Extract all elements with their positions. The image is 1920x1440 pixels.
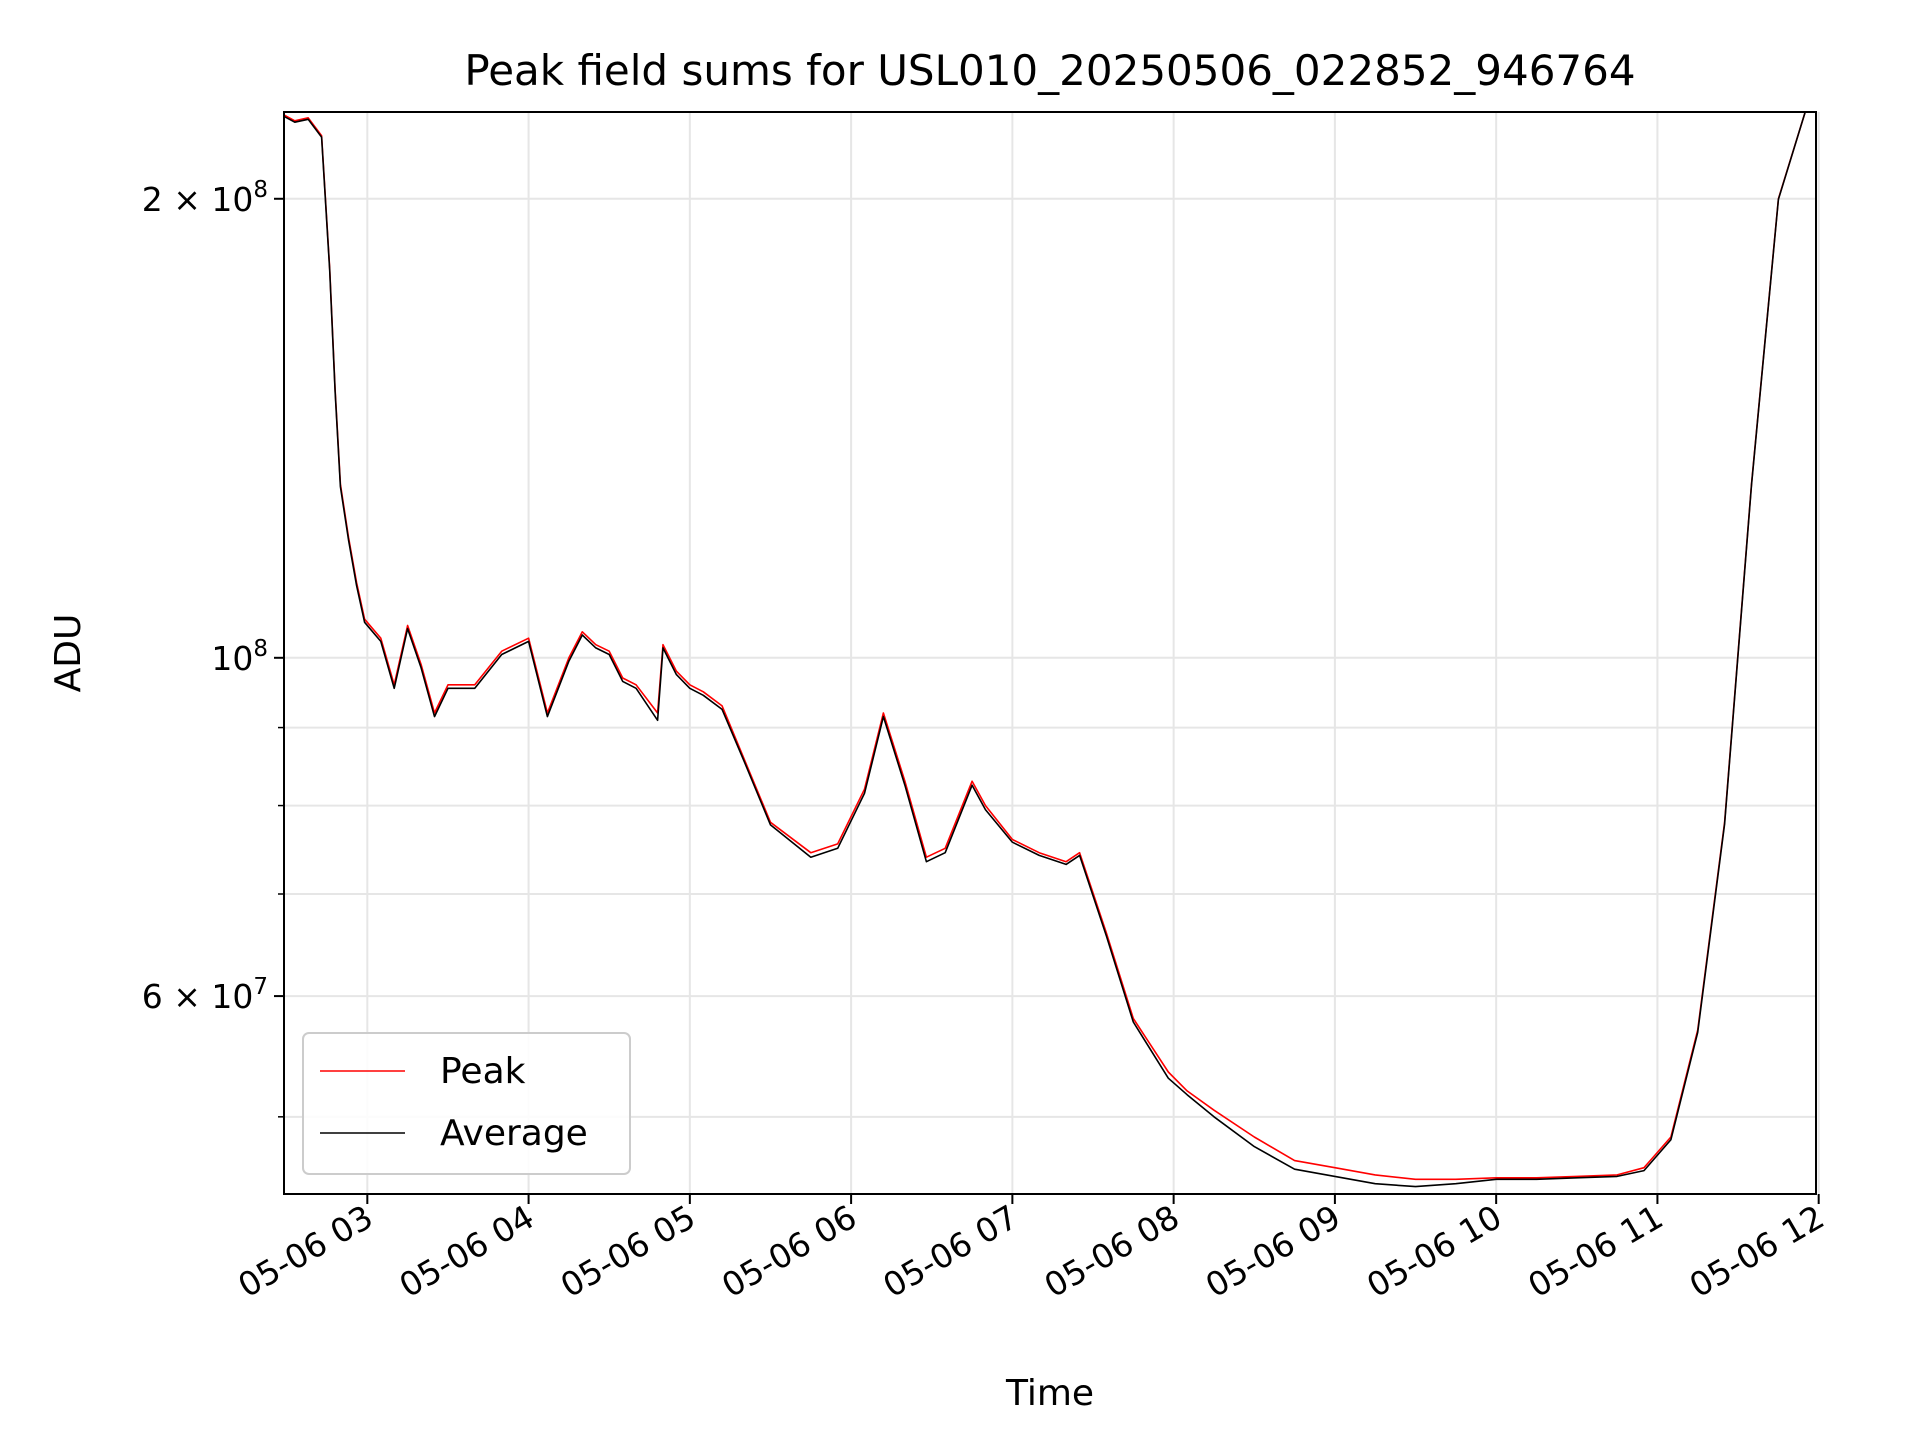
x-axis-label: Time bbox=[1005, 1373, 1094, 1414]
y-tick-label: 2 × 108 bbox=[142, 177, 268, 219]
legend-label-average: Average bbox=[440, 1113, 588, 1154]
legend-label-peak: Peak bbox=[440, 1051, 526, 1092]
legend-box bbox=[302, 1032, 631, 1175]
axes-frame bbox=[283, 111, 1817, 1195]
legend: Peak Average bbox=[302, 1032, 631, 1175]
plot-area bbox=[284, 112, 1806, 1188]
y-tick-label: 108 bbox=[211, 636, 268, 678]
y-axis-label: ADU bbox=[48, 614, 89, 693]
chart-title: Peak field sums for USL010_20250506_0228… bbox=[464, 46, 1635, 95]
y-tick-label: 6 × 107 bbox=[142, 974, 268, 1016]
grid bbox=[284, 112, 1820, 1194]
series-line-average bbox=[284, 112, 1806, 1188]
